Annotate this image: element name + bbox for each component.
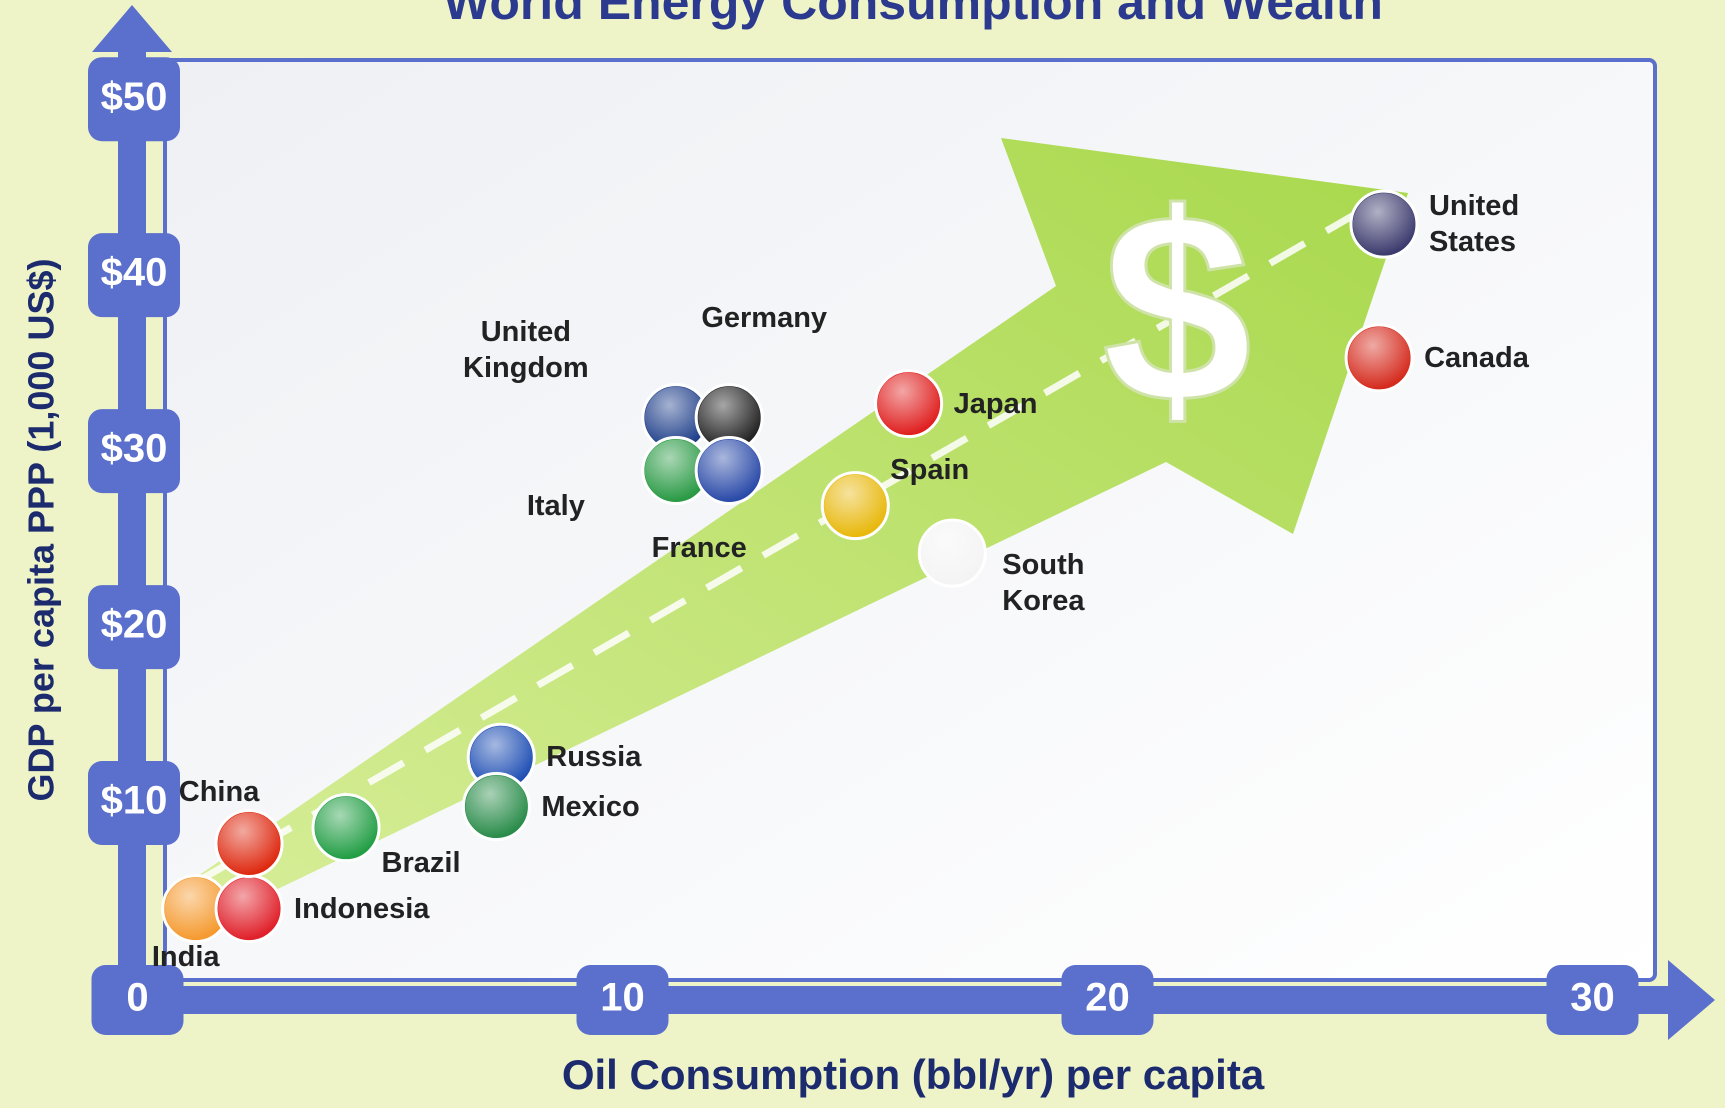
point-gloss bbox=[877, 372, 940, 435]
flag-point bbox=[1344, 323, 1414, 393]
point-label: Spain bbox=[890, 453, 970, 486]
x-axis-bar bbox=[100, 986, 1670, 1014]
y-tick-label: $20 bbox=[101, 603, 168, 647]
point-label: France bbox=[651, 532, 747, 565]
point-label: India bbox=[151, 940, 220, 973]
flag-point bbox=[820, 471, 890, 541]
y-tick-box bbox=[88, 761, 180, 846]
x-tick-box bbox=[1546, 965, 1639, 1035]
point-gloss bbox=[644, 439, 707, 502]
x-tick-box bbox=[576, 965, 669, 1035]
flag-point bbox=[641, 383, 711, 453]
x-tick-label: 10 bbox=[600, 976, 645, 1020]
y-axis-bar bbox=[118, 50, 146, 1025]
point-gloss bbox=[465, 775, 528, 838]
point-label: Russia bbox=[546, 741, 642, 774]
flag-point bbox=[1349, 189, 1419, 259]
y-tick-box bbox=[88, 585, 180, 670]
trend-dash bbox=[198, 196, 1382, 884]
point-gloss bbox=[921, 522, 984, 585]
point-label: Canada bbox=[1424, 341, 1529, 374]
point-gloss bbox=[644, 386, 707, 449]
x-tick-label: 30 bbox=[1570, 976, 1615, 1020]
y-tick-box bbox=[88, 409, 180, 494]
point-label: Italy bbox=[526, 490, 585, 523]
point-label: Indonesia bbox=[294, 892, 430, 925]
axes: $10 $20 $30 $40 $50 0 10 20 30 bbox=[88, 5, 1715, 1040]
point-label: Germany bbox=[701, 301, 828, 334]
point-gloss bbox=[218, 812, 281, 875]
flag-point bbox=[694, 383, 764, 453]
y-tick-label: $40 bbox=[101, 251, 168, 295]
point-gloss bbox=[1348, 326, 1411, 389]
y-tick-box bbox=[88, 233, 180, 318]
y-tick-label: $30 bbox=[101, 427, 168, 471]
point-gloss bbox=[164, 877, 227, 940]
flag-point bbox=[311, 793, 381, 863]
chart-title: World Energy Consumption and Wealth bbox=[443, 0, 1383, 30]
point-gloss bbox=[698, 439, 761, 502]
point-label: South Korea bbox=[1002, 548, 1085, 618]
flag-point bbox=[694, 435, 764, 505]
point-label: Brazil bbox=[381, 846, 461, 879]
point-label: United States bbox=[1428, 189, 1520, 259]
point-label: Mexico bbox=[541, 790, 640, 823]
point-label: China bbox=[178, 775, 260, 808]
flag-point bbox=[874, 369, 944, 439]
y-tick-label: $10 bbox=[101, 779, 168, 823]
point-gloss bbox=[698, 386, 761, 449]
y-axis-label: GDP per capita PPP (1,000 US$) bbox=[21, 259, 62, 802]
dollar-sign: $ bbox=[1102, 158, 1252, 459]
x-tick-label: 20 bbox=[1085, 976, 1130, 1020]
point-gloss bbox=[824, 474, 887, 537]
flag-point bbox=[461, 772, 531, 842]
y-tick-label: $50 bbox=[101, 75, 168, 119]
flag-point bbox=[161, 874, 231, 944]
point-gloss bbox=[218, 877, 281, 940]
x-tick-box bbox=[91, 965, 184, 1035]
x-tick-box bbox=[1061, 965, 1154, 1035]
flag-point bbox=[641, 435, 711, 505]
point-gloss bbox=[470, 726, 533, 789]
x-tick-label: 0 bbox=[126, 976, 148, 1020]
flag-point bbox=[214, 809, 284, 879]
point-label: Japan bbox=[953, 387, 1038, 420]
x-axis-label: Oil Consumption (bbl/yr) per capita bbox=[562, 1051, 1265, 1098]
flag-point bbox=[917, 518, 987, 588]
point-gloss bbox=[315, 796, 378, 859]
y-axis-arrow bbox=[92, 5, 172, 52]
point-gloss bbox=[1352, 193, 1415, 256]
x-axis-arrow bbox=[1668, 960, 1715, 1040]
flag-point bbox=[214, 874, 284, 944]
y-tick-box bbox=[88, 57, 180, 142]
point-label: United Kingdom bbox=[463, 315, 589, 384]
